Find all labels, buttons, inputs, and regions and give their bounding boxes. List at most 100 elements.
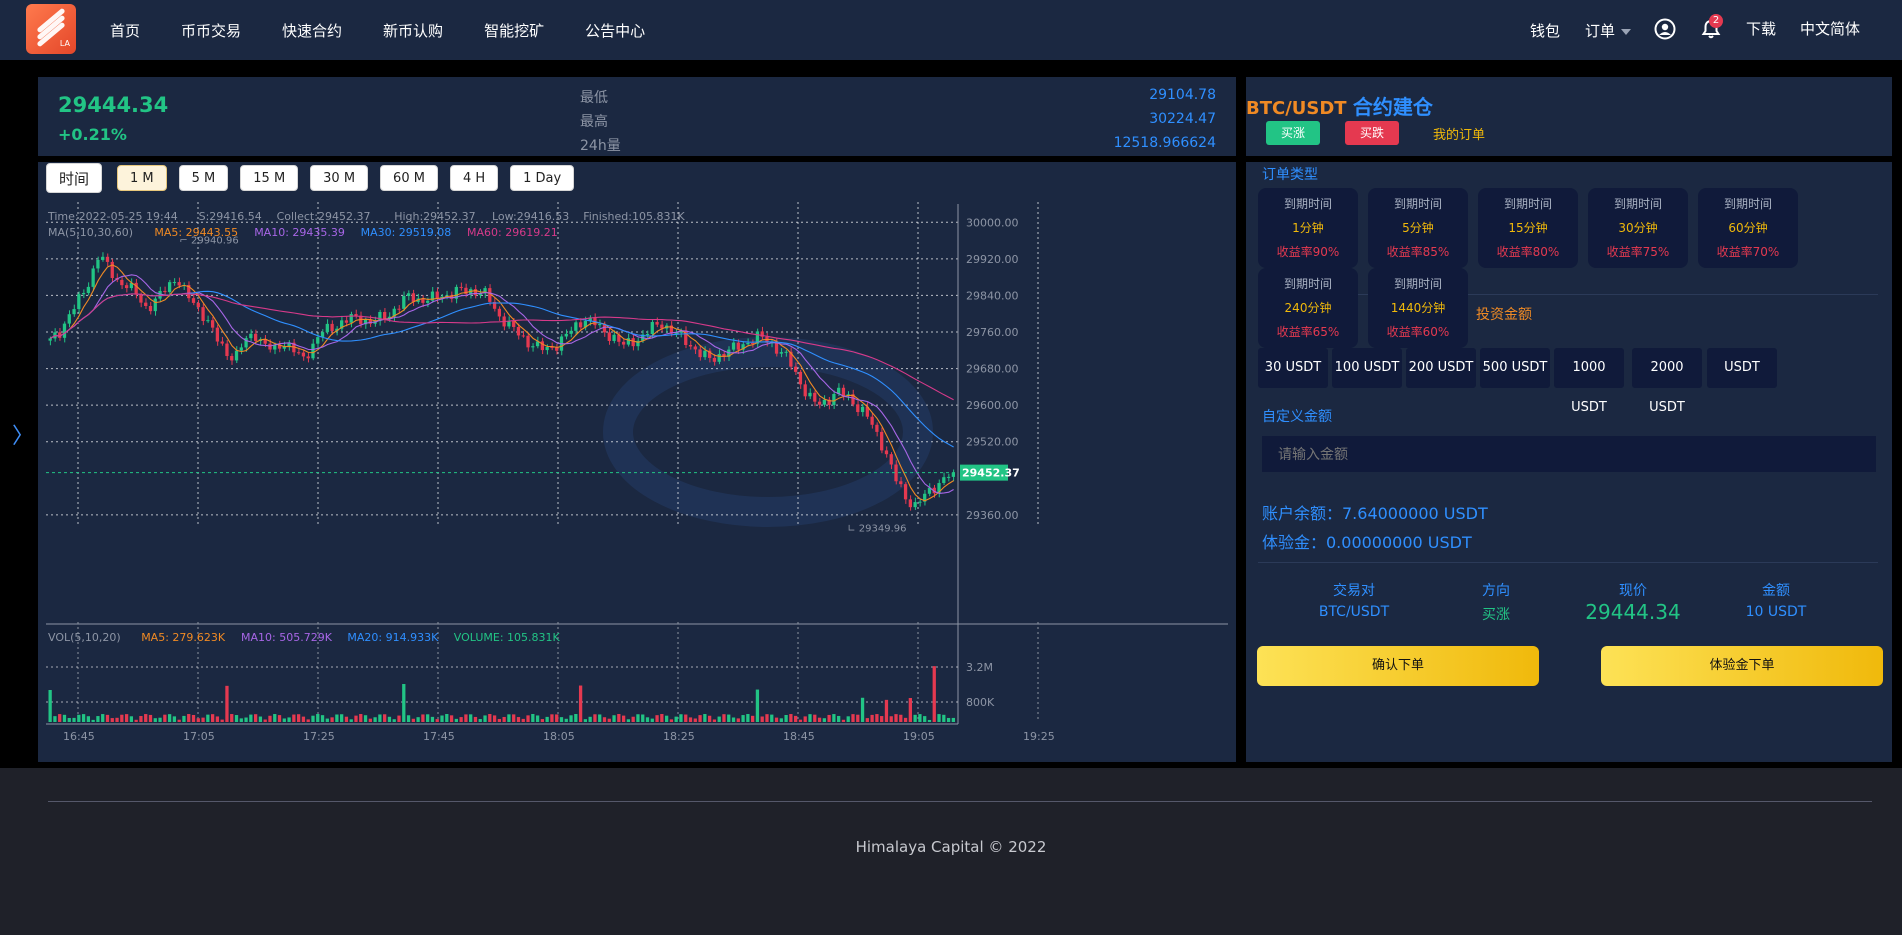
period-1m[interactable]: 1 M (117, 165, 167, 191)
duration-card[interactable]: 到期时间 15分钟 收益率80% (1478, 188, 1578, 268)
candle (741, 344, 745, 350)
summary-amount: 10 USDT (1745, 604, 1807, 620)
candle (521, 335, 525, 337)
volume-bar (502, 716, 506, 722)
buy-up-button[interactable]: 买涨 (1266, 121, 1320, 145)
duration-rate: 收益率70% (1716, 245, 1780, 259)
user-icon[interactable] (1654, 18, 1676, 40)
nav-link-mining[interactable]: 智能挖矿 (484, 21, 545, 40)
amount-option[interactable]: USDT (1707, 348, 1777, 388)
duration-rate: 收益率90% (1276, 245, 1340, 259)
candle (865, 406, 869, 417)
current-price-tag (960, 464, 1008, 481)
candle (784, 351, 788, 353)
nav-order-dropdown[interactable]: 订单 (1585, 20, 1632, 41)
nav-download[interactable]: 下载 (1746, 20, 1777, 38)
candle (583, 320, 588, 328)
duration-time: 1440分钟 (1390, 301, 1446, 315)
duration-rate: 收益率60% (1386, 325, 1450, 339)
confirm-order-button[interactable]: 确认下单 (1257, 646, 1539, 686)
kline-chart[interactable]: 30000.00 29920.00 29840.00 29760.00 29680.00… (38, 162, 1236, 762)
y-tick-label: 29840.00 (966, 289, 1019, 302)
candle (473, 289, 478, 296)
volume-bar (870, 714, 874, 722)
nav-link-contract[interactable]: 快速合约 (282, 21, 343, 40)
duration-card[interactable]: 到期时间 5分钟 收益率85% (1368, 188, 1468, 268)
candle (717, 353, 721, 362)
nav-link-spot[interactable]: 币币交易 (181, 21, 242, 40)
volume-bar (531, 714, 535, 722)
trial-order-button[interactable]: 体验金下单 (1601, 646, 1883, 686)
current-price-label: 29452.37 (962, 467, 1020, 480)
candle (244, 338, 248, 348)
candle (297, 352, 301, 354)
my-orders-link[interactable]: 我的订单 (1433, 128, 1486, 143)
amount-option[interactable]: 100 USDT (1332, 348, 1402, 388)
duration-card[interactable]: 到期时间 1分钟 收益率90% (1258, 188, 1358, 268)
candle (722, 353, 726, 357)
ma-legend: MA10: 29435.39 (254, 226, 345, 239)
nav-link-ipo[interactable]: 新币认购 (383, 21, 444, 40)
volume-bar (478, 718, 482, 722)
duration-time: 5分钟 (1402, 221, 1434, 235)
candle (387, 316, 392, 320)
volume-bar (497, 718, 501, 722)
amount-option[interactable]: 500 USDT (1480, 348, 1550, 388)
candle (340, 320, 344, 329)
nav-language[interactable]: 中文简体 (1800, 20, 1861, 38)
volume-bar (77, 714, 81, 722)
chevron-right-icon[interactable]: 〉 (12, 424, 35, 449)
nav-link-home[interactable]: 首页 (110, 21, 141, 40)
period-5m[interactable]: 5 M (178, 165, 229, 191)
volume-bar (617, 714, 621, 722)
volume-bar (645, 717, 650, 722)
candle (497, 308, 501, 317)
nav-wallet[interactable]: 钱包 (1530, 22, 1561, 40)
price-change: +0.21% (58, 125, 127, 144)
period-30m[interactable]: 30 M (310, 165, 369, 191)
duration-label: 到期时间 (1503, 197, 1552, 211)
period-4h[interactable]: 4 H (449, 165, 499, 191)
summary-pair: BTC/USDT (1318, 604, 1390, 620)
candle (411, 293, 415, 302)
candle (645, 333, 650, 335)
volume-bar (268, 715, 272, 722)
nav-link-notice[interactable]: 公告中心 (585, 21, 646, 40)
summary-price-header: 现价 (1619, 583, 1647, 599)
candle (435, 291, 439, 299)
volume-bar (535, 715, 540, 722)
candle (201, 307, 205, 322)
duration-card[interactable]: 到期时间 240分钟 收益率65% (1258, 268, 1358, 348)
volume-bar (903, 717, 908, 722)
candle (96, 259, 100, 269)
volume-bar (263, 719, 267, 722)
volume-bar (483, 715, 487, 722)
amount-option[interactable]: 200 USDT (1406, 348, 1476, 388)
brand-logo[interactable]: LA (26, 4, 76, 54)
custom-amount-input[interactable] (1262, 436, 1876, 472)
volume-bar (230, 714, 234, 722)
volume-bar (253, 714, 258, 722)
period-time[interactable]: 时间 (46, 163, 103, 193)
duration-card[interactable]: 到期时间 1440分钟 收益率60% (1368, 268, 1468, 348)
candle (301, 352, 306, 357)
period-15m[interactable]: 15 M (240, 165, 299, 191)
period-1day[interactable]: 1 Day (510, 165, 575, 191)
volume-bar (641, 714, 645, 722)
candle (903, 484, 908, 500)
amount-option[interactable]: 2000 USDT (1632, 348, 1702, 415)
volume-bar (946, 717, 951, 722)
volume-bar (578, 685, 583, 722)
duration-card[interactable]: 到期时间 60分钟 收益率70% (1698, 188, 1798, 268)
buy-down-button[interactable]: 买跌 (1345, 121, 1399, 145)
amount-option[interactable]: 30 USDT (1258, 348, 1328, 388)
amount-option[interactable]: 1000 USDT (1554, 348, 1624, 415)
period-60m[interactable]: 60 M (380, 165, 438, 191)
ma-line (50, 293, 954, 401)
candle (870, 416, 874, 425)
duration-card[interactable]: 到期时间 30分钟 收益率75% (1588, 188, 1688, 268)
candle (660, 324, 664, 329)
candle (478, 293, 482, 296)
candle (163, 290, 167, 293)
volume-bar (526, 715, 530, 722)
